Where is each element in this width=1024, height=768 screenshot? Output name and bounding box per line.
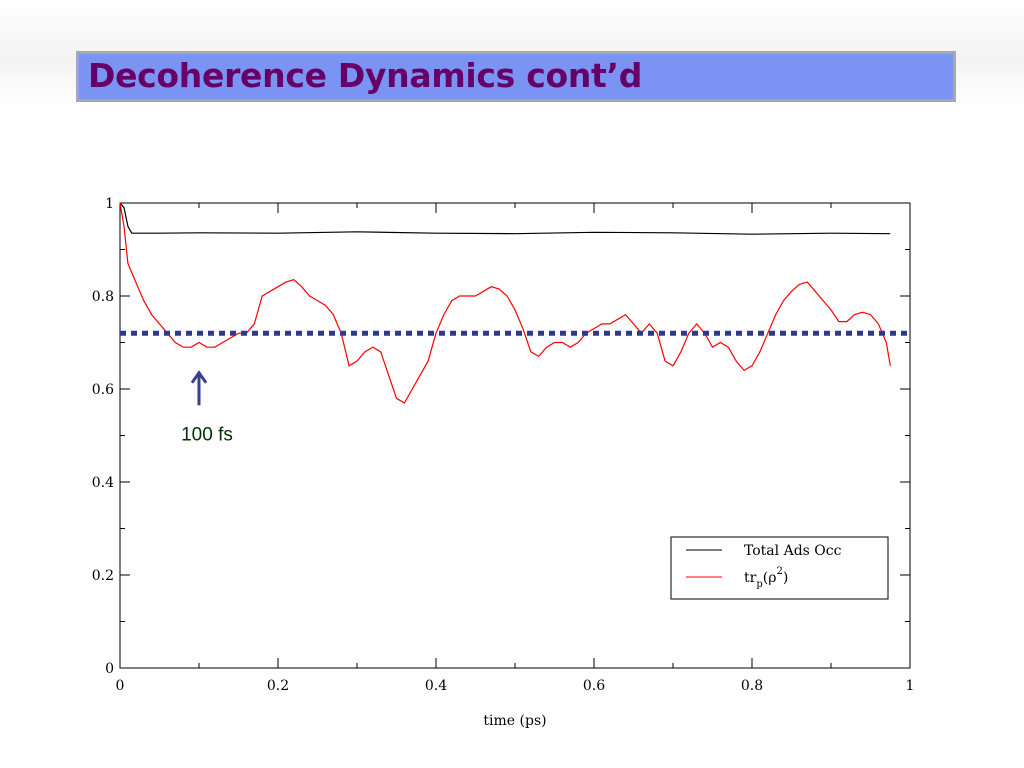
x-tick-label: 0.2 — [267, 678, 289, 694]
x-tick-label: 0 — [116, 678, 125, 694]
up-arrow-icon — [190, 370, 208, 384]
y-tick-label: 0.8 — [92, 289, 114, 305]
legend-label-subscript: p — [756, 579, 762, 590]
y-tick-label: 0.4 — [92, 475, 114, 491]
y-tick-label: 0 — [105, 661, 114, 677]
axis-ticks — [119, 202, 911, 669]
legend-label-tr: tr — [744, 570, 757, 586]
legend-label-purity: trp(ρ2) — [744, 566, 788, 590]
slide-title: Decoherence Dynamics cont’d — [88, 56, 643, 95]
legend-label-superscript: 2 — [776, 566, 782, 577]
x-tick-label: 0.8 — [741, 678, 763, 694]
x-tick-label: 0.6 — [583, 678, 605, 694]
legend-label-rho: (ρ — [763, 570, 777, 586]
legend-box — [670, 536, 889, 600]
y-tick-label: 0.2 — [92, 568, 114, 584]
annotation-label: 100 fs — [181, 424, 233, 445]
series-layer — [119, 202, 891, 404]
annotation-100fs: 100 fs — [181, 370, 233, 445]
slide-title-bar: Decoherence Dynamics cont’d — [76, 51, 956, 102]
legend: Total Ads Occ trp(ρ2) — [670, 536, 889, 600]
legend-label-total-ads-occ: Total Ads Occ — [744, 543, 842, 559]
series-line-total-ads-occ — [119, 202, 891, 235]
y-tick-label: 0.6 — [92, 382, 114, 398]
axis-tick-labels: 0 0.2 0.4 0.6 0.8 1 0 0.2 0.4 0.6 0.8 1 — [92, 196, 915, 694]
legend-label-close: ) — [783, 570, 788, 586]
y-tick-label: 1 — [105, 196, 114, 212]
x-tick-label: 1 — [906, 678, 915, 694]
x-tick-label: 0.4 — [425, 678, 447, 694]
x-axis-title: time (ps) — [483, 713, 546, 729]
